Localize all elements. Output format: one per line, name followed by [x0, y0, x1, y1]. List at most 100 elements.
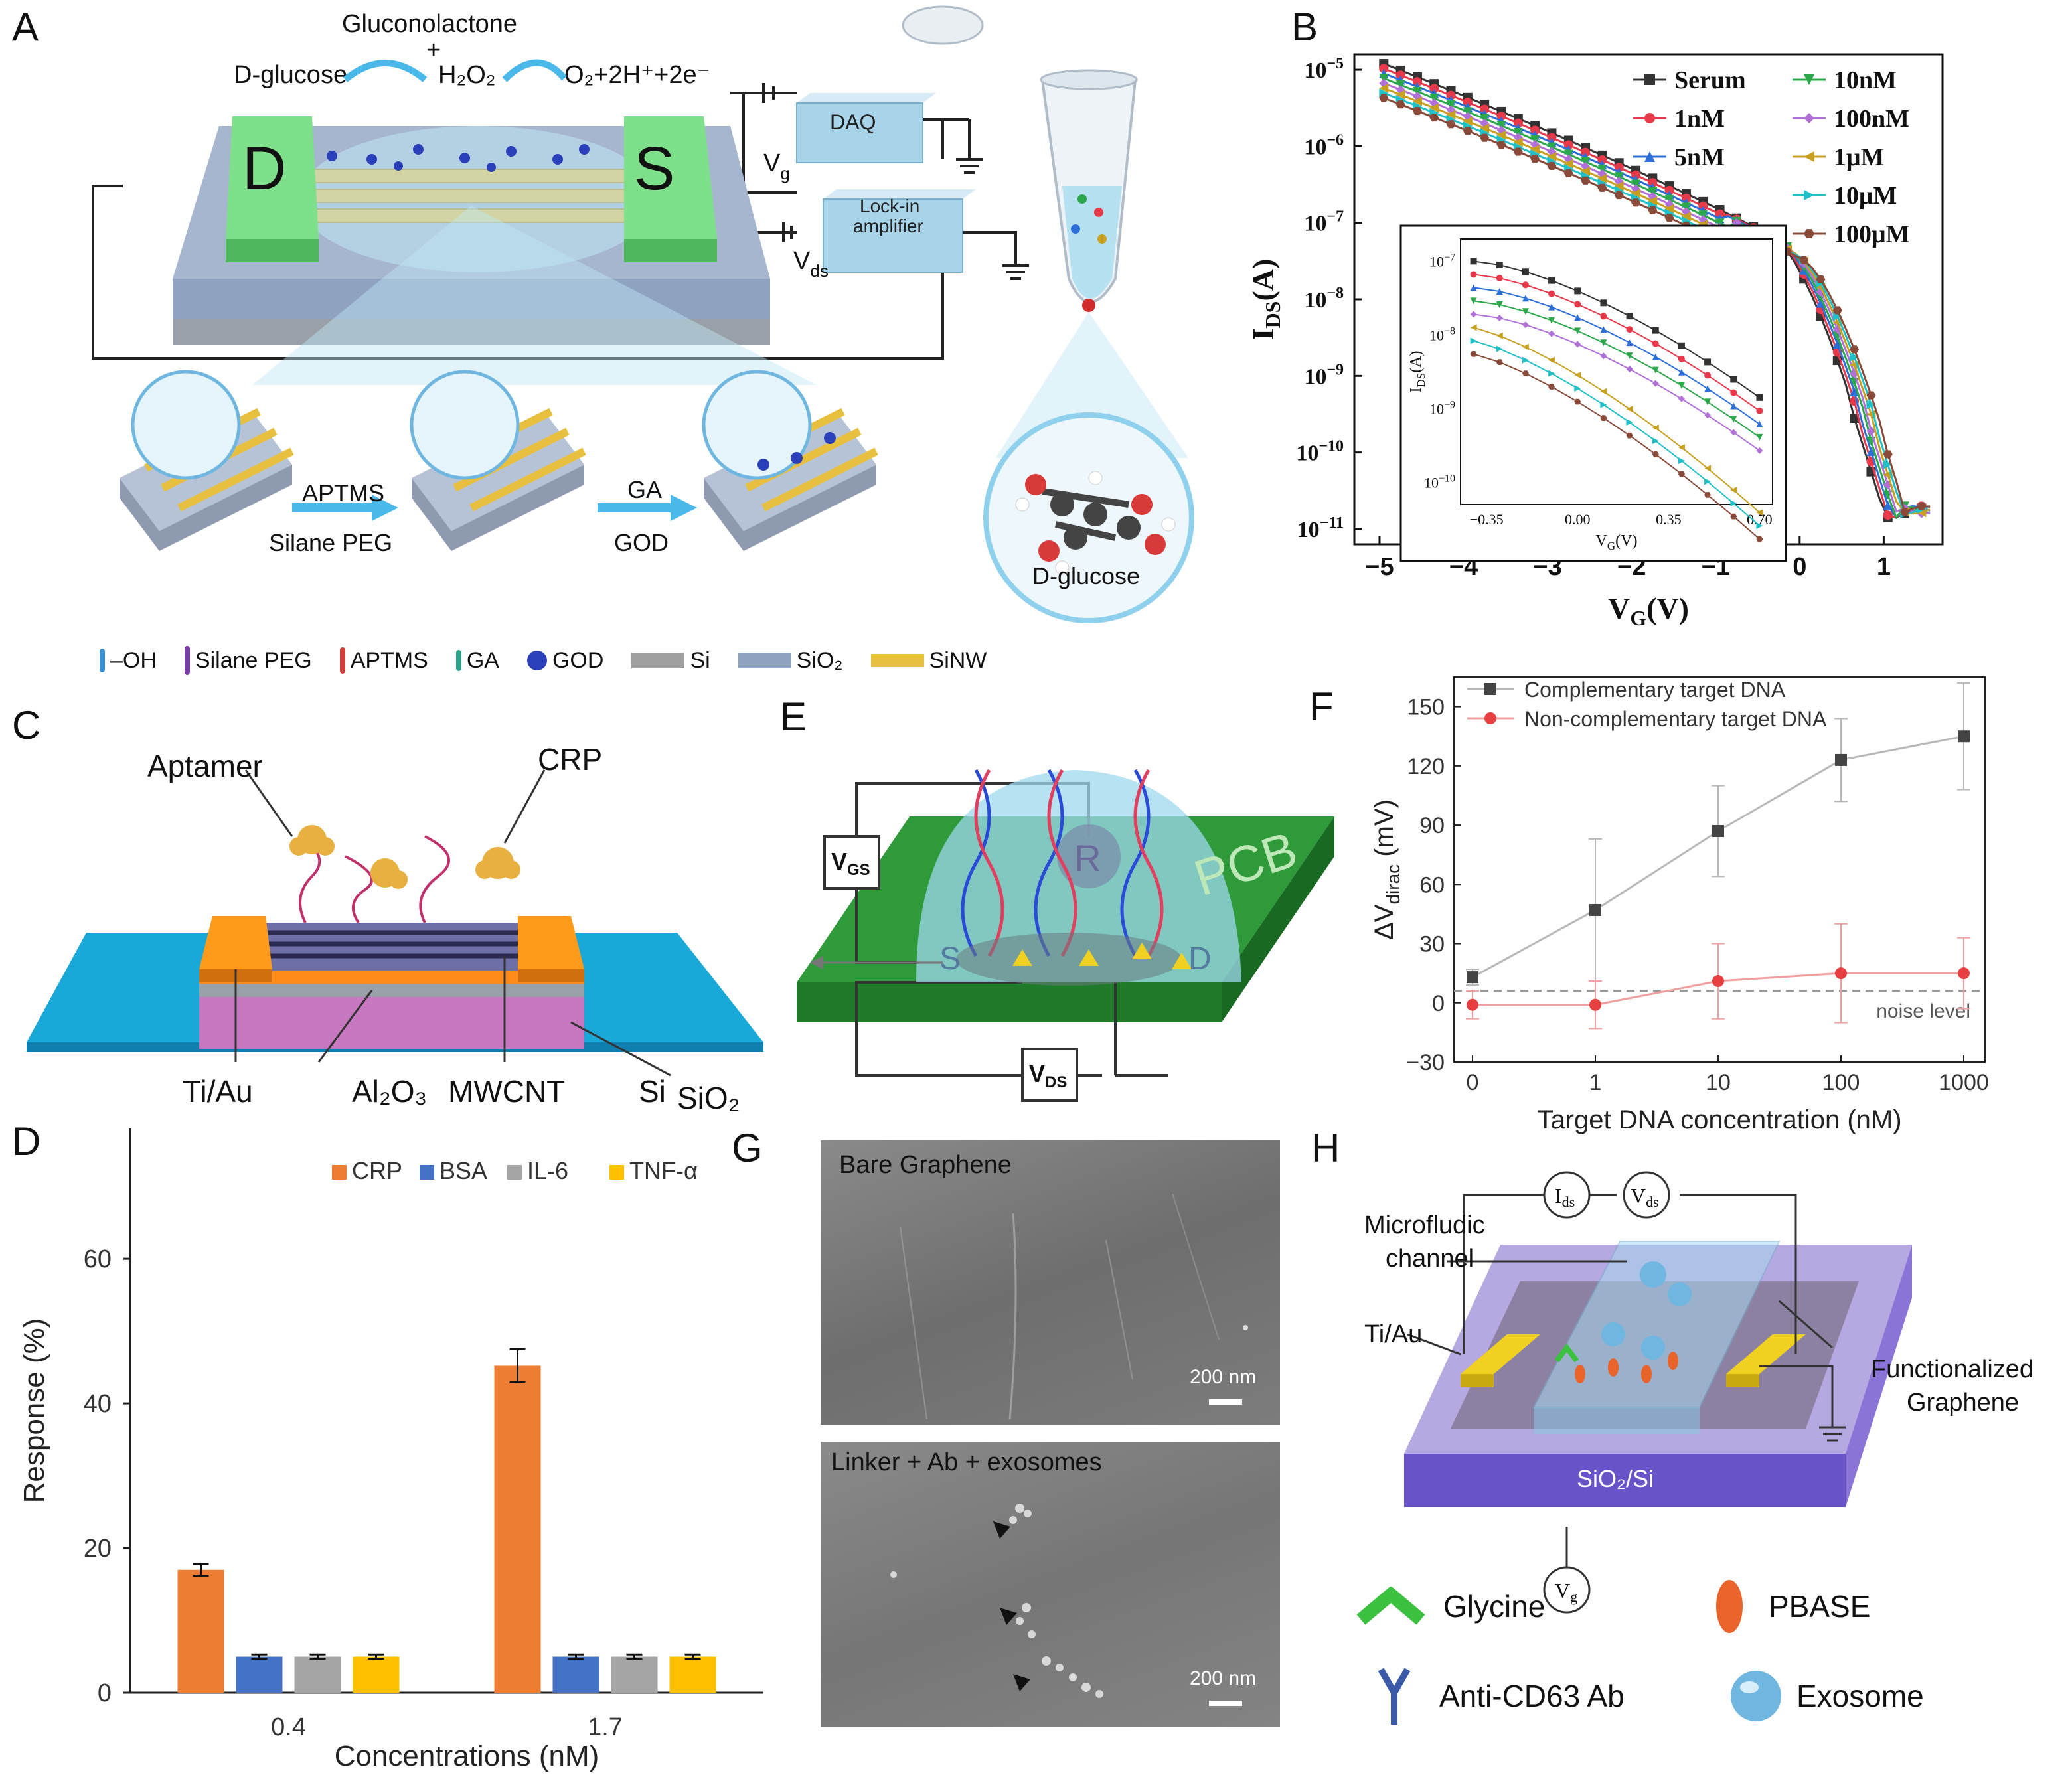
- panel-h-figure: Ids Vds Vg Microfludic channel Ti/Au Fun…: [1364, 1171, 2033, 1614]
- data-point: [1463, 116, 1473, 126]
- data-point: [1648, 196, 1658, 206]
- data-point: [1513, 147, 1523, 156]
- data-point: [1850, 413, 1860, 423]
- data-point: [1463, 127, 1473, 135]
- reaction-gluconolactone: Gluconolactone: [342, 10, 517, 38]
- inset-point: [1756, 522, 1763, 530]
- data-point: [1866, 391, 1876, 400]
- vg-circle: [1543, 1566, 1591, 1614]
- legend-label: 1μM: [1834, 143, 1884, 171]
- legend-exosome: Exosome: [1726, 1666, 1924, 1726]
- inset-series-100μM: [1470, 351, 1763, 542]
- y-tick-label: 0: [1432, 991, 1445, 1016]
- legend-si: Si: [631, 648, 710, 674]
- ids-label: Ids: [1555, 1184, 1575, 1210]
- step-arrow-1-head: [372, 495, 398, 521]
- legend-marker: [1804, 190, 1814, 200]
- legend-marker: [1804, 113, 1814, 123]
- inset-series-1μM: [1470, 324, 1763, 516]
- x-tick-label: 10: [1706, 1070, 1731, 1095]
- x-axis-label: Concentrations (nM): [335, 1740, 599, 1772]
- step-arrow-2-head: [671, 495, 697, 521]
- data-point: [1900, 508, 1910, 516]
- data-point: [1395, 70, 1405, 80]
- solution-drop: [299, 126, 657, 272]
- data-point: [1467, 998, 1478, 1011]
- inset-point: [1704, 358, 1712, 366]
- data-point: [1816, 298, 1826, 308]
- y-tick-label: 150: [1407, 695, 1445, 720]
- inset-point: [1470, 324, 1477, 331]
- inset-point: [1730, 500, 1737, 507]
- inset-y-label: IDS(A): [1407, 350, 1427, 392]
- inset-point: [1470, 271, 1477, 278]
- aptamer-label: Aptamer: [147, 749, 263, 783]
- data-point: [1379, 94, 1389, 102]
- x-tick-label: 1.7: [588, 1713, 623, 1741]
- legend-god: GOD: [526, 648, 603, 674]
- data-point: [1958, 967, 1970, 980]
- panel-c-figure: Aptamer CRP Ti/Au Al₂O₃ MWCNT Si SiO₂: [27, 742, 763, 1115]
- antibody-icon: [1378, 1668, 1411, 1725]
- data-point: [1712, 975, 1724, 988]
- data-point: [1395, 100, 1405, 109]
- legend-label: IL-6: [527, 1157, 568, 1184]
- inset-point: [1496, 261, 1503, 268]
- panel-f-chart: −30 0 30 60 90 120 150 0 1 10 100 1000 Target DNA co…: [1370, 676, 1989, 1134]
- data-point: [1832, 306, 1842, 315]
- x-tick-label: 0.4: [271, 1713, 306, 1741]
- y-tick-label: 10−11: [1297, 514, 1344, 542]
- inset-point: [1600, 352, 1607, 360]
- data-point: [1589, 903, 1601, 916]
- data-point: [1581, 147, 1591, 157]
- data-point: [1412, 107, 1422, 116]
- y-tick-label: 10−9: [1304, 361, 1344, 389]
- al2o3-label: Al₂O₃: [352, 1074, 427, 1109]
- vg-label-h: Vg: [1555, 1579, 1577, 1605]
- inset-point: [1626, 339, 1633, 347]
- inset-point: [1756, 509, 1763, 516]
- legend-oh: –OH: [100, 648, 157, 674]
- inset-point: [1574, 341, 1581, 348]
- step-chip-2: [410, 370, 586, 551]
- x-axis-label: VG(V): [1608, 591, 1689, 630]
- noise-label: noise level: [1876, 1000, 1970, 1022]
- bar-CRP: [177, 1569, 224, 1693]
- tiau-label-h: Ti/Au: [1364, 1320, 1422, 1348]
- inset-point: [1730, 389, 1737, 396]
- data-point: [1480, 123, 1490, 133]
- bar-IL-6: [611, 1656, 658, 1693]
- data-point: [1631, 198, 1641, 207]
- sem-bare-texture: [900, 1193, 1248, 1420]
- oh-swatch: [100, 649, 105, 672]
- inset-series-5nM: [1470, 284, 1763, 427]
- bar-BSA: [236, 1656, 283, 1693]
- exosome-icon: [1731, 1671, 1781, 1721]
- vds-label: Vds: [793, 247, 829, 281]
- inset-point: [1600, 326, 1607, 333]
- inset-point: [1470, 284, 1477, 291]
- inset-point: [1470, 351, 1477, 357]
- legend-label: Serum: [1674, 66, 1746, 94]
- vgs-box: [823, 835, 880, 890]
- data-point: [1799, 256, 1809, 264]
- sem-image-bare: Bare Graphene 200 nm: [821, 1140, 1280, 1425]
- reference-label: R: [1074, 837, 1101, 879]
- data-point: [1563, 140, 1573, 150]
- substrate-label-h: SiO₂/Si: [1577, 1465, 1654, 1492]
- data-point: [1597, 169, 1607, 179]
- inset-point: [1730, 416, 1737, 423]
- data-point: [1412, 86, 1422, 96]
- data-point: [1563, 169, 1573, 177]
- vds-label-e: VDS: [1029, 1060, 1067, 1091]
- si-swatch: [631, 653, 685, 668]
- inset-point: [1470, 297, 1477, 305]
- pbase-icon: [1716, 1580, 1743, 1633]
- data-point: [1850, 386, 1860, 396]
- data-point: [1395, 80, 1405, 90]
- inset-point: [1626, 352, 1633, 360]
- inset-point: [1574, 385, 1581, 392]
- inset-line: [1473, 327, 1761, 513]
- plot-frame: [1453, 676, 1986, 1063]
- legend-marker: [1804, 229, 1814, 238]
